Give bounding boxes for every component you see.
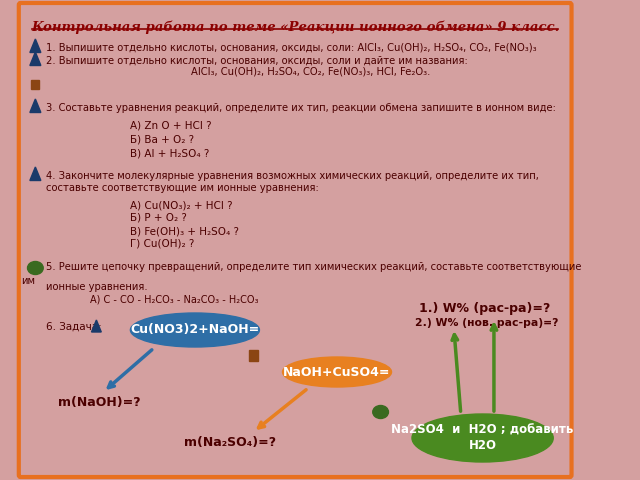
Text: А) C - CO - H₂CO₃ - Na₂CO₃ - H₂CO₃: А) C - CO - H₂CO₃ - Na₂CO₃ - H₂CO₃ bbox=[90, 294, 259, 304]
Text: 1.) W% (рас-ра)=?: 1.) W% (рас-ра)=? bbox=[419, 302, 550, 315]
Ellipse shape bbox=[372, 406, 388, 419]
Text: Cu(NO3)2+NaOH=: Cu(NO3)2+NaOH= bbox=[131, 324, 260, 336]
Ellipse shape bbox=[282, 357, 392, 387]
Text: Б) Ba + O₂ ?: Б) Ba + O₂ ? bbox=[129, 134, 194, 144]
Polygon shape bbox=[92, 320, 101, 332]
Ellipse shape bbox=[131, 313, 259, 347]
Text: А) Cu(NO₃)₂ + HCl ?: А) Cu(NO₃)₂ + HCl ? bbox=[129, 200, 232, 210]
Text: 6. Задача:: 6. Задача: bbox=[46, 322, 102, 332]
Text: m(NaOH)=?: m(NaOH)=? bbox=[58, 396, 141, 409]
Text: им: им bbox=[21, 276, 35, 286]
Text: AlCl₃, Cu(OH)₂, H₂SO₄, CO₂, Fe(NO₃)₃, HCl, Fe₂O₃.: AlCl₃, Cu(OH)₂, H₂SO₄, CO₂, Fe(NO₃)₃, HC… bbox=[191, 67, 430, 77]
Text: Г) Cu(OH)₂ ?: Г) Cu(OH)₂ ? bbox=[129, 239, 194, 249]
Polygon shape bbox=[30, 99, 41, 112]
Text: В) Fe(OH)₃ + H₂SO₄ ?: В) Fe(OH)₃ + H₂SO₄ ? bbox=[129, 226, 239, 236]
Text: Б) P + O₂ ?: Б) P + O₂ ? bbox=[129, 213, 186, 223]
FancyBboxPatch shape bbox=[19, 3, 572, 477]
Text: составьте соответствующие им ионные уравнения:: составьте соответствующие им ионные урав… bbox=[46, 183, 319, 193]
Text: 3. Составьте уравнения реакций, определите их тип, реакции обмена запишите в ион: 3. Составьте уравнения реакций, определи… bbox=[46, 103, 556, 113]
Text: NaOH+CuSO4=: NaOH+CuSO4= bbox=[284, 365, 391, 379]
Text: ионные уравнения.: ионные уравнения. bbox=[46, 282, 147, 292]
Text: 5. Решите цепочку превращений, определите тип химических реакций, составьте соот: 5. Решите цепочку превращений, определит… bbox=[46, 262, 581, 272]
Text: 1. Выпишите отдельно кислоты, основания, оксиды, соли: AlCl₃, Cu(OH)₂, H₂SO₄, CO: 1. Выпишите отдельно кислоты, основания,… bbox=[46, 42, 536, 52]
Text: А) Zn O + HCl ?: А) Zn O + HCl ? bbox=[129, 120, 211, 130]
Ellipse shape bbox=[412, 414, 553, 462]
Text: Na2SO4  и  H2O ; добавить
H2O: Na2SO4 и H2O ; добавить H2O bbox=[392, 424, 574, 452]
Text: 4. Закончите молекулярные уравнения возможных химических реакций, определите их : 4. Закончите молекулярные уравнения возм… bbox=[46, 171, 539, 181]
Text: m(Na₂SO₄)=?: m(Na₂SO₄)=? bbox=[184, 436, 276, 449]
Polygon shape bbox=[30, 39, 41, 52]
Text: Контрольная работа по теме «Реакции ионного обмена» 9 класс.: Контрольная работа по теме «Реакции ионн… bbox=[31, 20, 559, 34]
Bar bbox=[31, 80, 39, 88]
Text: 2.) W% (нов. рас-ра)=?: 2.) W% (нов. рас-ра)=? bbox=[415, 318, 559, 328]
Text: 2. Выпишите отдельно кислоты, основания, оксиды, соли и дайте им названия:: 2. Выпишите отдельно кислоты, основания,… bbox=[46, 56, 468, 66]
Text: В) Al + H₂SO₄ ?: В) Al + H₂SO₄ ? bbox=[129, 148, 209, 158]
Ellipse shape bbox=[28, 262, 44, 275]
Bar bbox=[248, 349, 258, 360]
Polygon shape bbox=[30, 167, 41, 180]
Polygon shape bbox=[30, 52, 41, 65]
